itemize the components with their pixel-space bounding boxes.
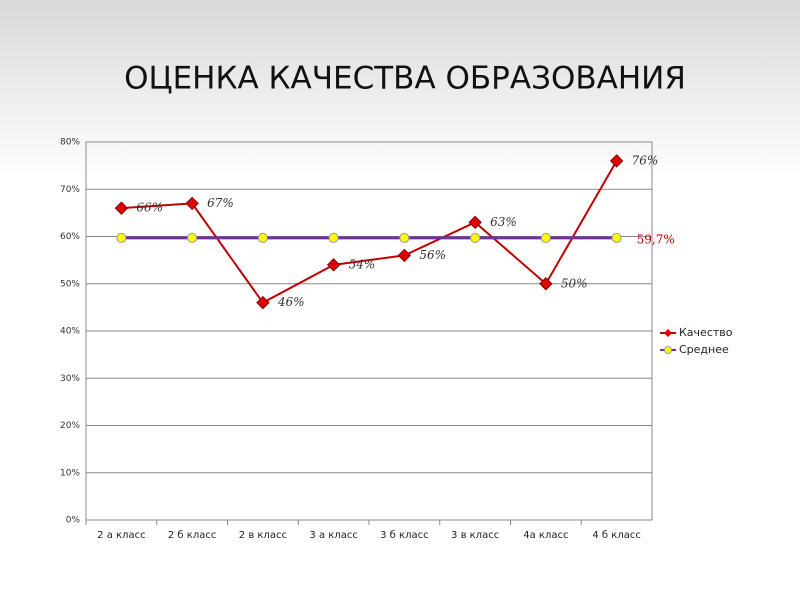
point-marker — [114, 201, 129, 215]
data-label: 67% — [207, 196, 234, 210]
x-tick-label: 3 в класс — [451, 530, 499, 541]
y-tick-label: 10% — [60, 468, 80, 478]
legend-label: Качество — [679, 326, 733, 339]
point-marker — [257, 232, 268, 243]
data-label: 76% — [632, 153, 659, 167]
x-tick-label: 3 б класс — [380, 530, 428, 541]
point-marker — [328, 232, 339, 243]
point-marker — [397, 248, 412, 263]
point-marker — [256, 295, 270, 310]
data-label: 54% — [349, 257, 376, 271]
data-label: 56% — [419, 248, 446, 262]
point-marker — [399, 232, 410, 243]
point-marker — [468, 215, 482, 230]
point-marker — [609, 154, 624, 168]
point-marker — [116, 232, 127, 243]
data-label: 63% — [490, 215, 517, 229]
point-marker — [326, 258, 341, 272]
data-label: 66% — [136, 201, 163, 215]
point-marker — [187, 232, 198, 243]
data-label: 59,7% — [637, 232, 675, 246]
legend-marker — [664, 329, 672, 337]
y-tick-label: 20% — [60, 421, 80, 431]
y-tick-label: 30% — [60, 374, 80, 384]
series-line — [121, 160, 618, 304]
point-marker — [540, 232, 551, 243]
y-tick-label: 60% — [60, 232, 80, 242]
legend-label: Среднее — [679, 343, 729, 356]
x-tick-label: 2 б класс — [168, 530, 216, 541]
legend-marker — [664, 346, 672, 354]
x-tick-label: 2 в класс — [239, 530, 287, 541]
point-marker — [539, 277, 553, 291]
x-tick-label: 2 а класс — [97, 530, 145, 541]
x-tick-label: 3 а класс — [309, 530, 357, 541]
y-tick-label: 80% — [60, 138, 80, 148]
x-tick-label: 4а класс — [523, 530, 568, 541]
y-tick-label: 70% — [60, 185, 80, 195]
x-tick-label: 4 б класс — [592, 530, 640, 541]
data-label: 50% — [561, 276, 588, 290]
y-tick-label: 50% — [60, 279, 80, 289]
y-tick-label: 0% — [66, 516, 81, 526]
data-label: 46% — [277, 295, 305, 309]
y-tick-label: 40% — [60, 327, 80, 337]
chart-title: ОЦЕНКА КАЧЕСТВА ОБРАЗОВАНИЯ — [124, 61, 686, 97]
point-marker — [185, 196, 199, 211]
point-marker — [611, 232, 622, 243]
point-marker — [470, 232, 481, 243]
